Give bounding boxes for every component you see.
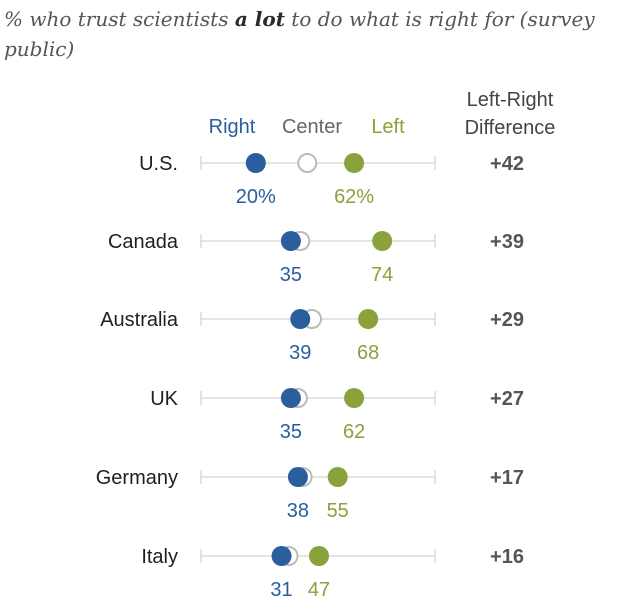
left-dot bbox=[344, 153, 365, 173]
right-value-label: 35 bbox=[280, 421, 302, 443]
country-label: Canada bbox=[108, 231, 179, 253]
left-dot bbox=[344, 388, 365, 408]
right-dot bbox=[287, 467, 308, 487]
difference-value: +42 bbox=[490, 153, 524, 175]
row-canada: Canada 35 74 +39 bbox=[108, 231, 524, 286]
legend-right: Right bbox=[209, 116, 256, 138]
right-dot bbox=[271, 546, 292, 566]
title-prefix: % who trust scientists bbox=[4, 7, 235, 31]
chart-title: % who trust scientists a lot to do what … bbox=[4, 4, 604, 64]
difference-value: +39 bbox=[490, 231, 524, 253]
difference-value: +27 bbox=[490, 388, 524, 410]
right-dot bbox=[280, 231, 301, 251]
left-dot bbox=[327, 467, 348, 487]
row-u-s: U.S. 20% 62% +42 bbox=[139, 153, 524, 208]
diff-header-line1: Left-Right bbox=[467, 89, 554, 111]
diff-header-line2: Difference bbox=[465, 117, 556, 139]
row-uk: UK 35 62 +27 bbox=[150, 388, 524, 443]
legend-center: Center bbox=[282, 116, 342, 138]
left-dot bbox=[308, 546, 329, 566]
country-label: Germany bbox=[96, 467, 178, 489]
center-dot bbox=[297, 153, 318, 173]
right-value-label: 39 bbox=[289, 342, 311, 364]
right-value-label: 31 bbox=[270, 579, 292, 601]
left-dot bbox=[372, 231, 393, 251]
country-label: U.S. bbox=[139, 153, 178, 175]
right-value-label: 20% bbox=[236, 186, 276, 208]
right-dot bbox=[245, 153, 266, 173]
row-australia: Australia 39 68 +29 bbox=[100, 309, 524, 364]
right-dot bbox=[280, 388, 301, 408]
country-label: UK bbox=[150, 388, 178, 410]
difference-value: +17 bbox=[490, 467, 524, 489]
legend-left: Left bbox=[371, 116, 405, 138]
row-italy: Italy 31 47 +16 bbox=[141, 546, 524, 601]
left-value-label: 68 bbox=[357, 342, 379, 364]
difference-value: +29 bbox=[490, 309, 524, 331]
row-germany: Germany 38 55 +17 bbox=[96, 467, 524, 522]
left-value-label: 62 bbox=[343, 421, 365, 443]
title-emphasis: a lot bbox=[234, 7, 285, 31]
country-label: Australia bbox=[100, 309, 179, 331]
left-dot bbox=[358, 309, 379, 329]
country-label: Italy bbox=[141, 546, 178, 568]
right-dot bbox=[290, 309, 311, 329]
left-value-label: 55 bbox=[327, 500, 349, 522]
right-value-label: 38 bbox=[287, 500, 309, 522]
right-value-label: 35 bbox=[280, 264, 302, 286]
left-value-label: 74 bbox=[371, 264, 393, 286]
title-suffix: to do what is right for (survey public) bbox=[4, 7, 595, 61]
left-value-label: 47 bbox=[308, 579, 330, 601]
difference-value: +16 bbox=[490, 546, 524, 568]
left-value-label: 62% bbox=[334, 186, 374, 208]
